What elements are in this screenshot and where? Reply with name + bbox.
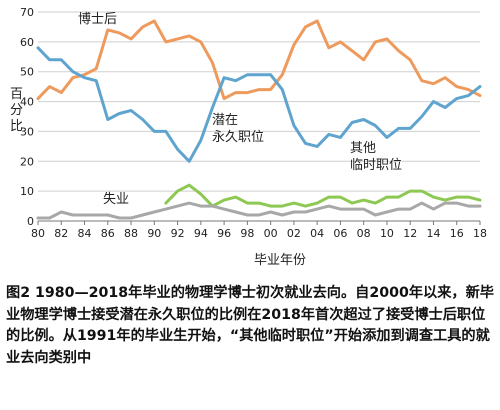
x-tick-label: 92 [171, 227, 185, 240]
x-tick-label: 08 [357, 227, 371, 240]
y-tick-label: 50 [20, 66, 34, 79]
series-line [36, 46, 482, 163]
x-tick-labels: 80 82 84 86 88 90 92 94 96 98 00 02 04 06 08 10 12 14 16 18 [31, 227, 487, 240]
x-axis-label: 毕业年份 [254, 253, 306, 268]
grid-lines [38, 11, 480, 222]
figure-caption: 图2 1980—2018年毕业的物理学博士初次就业去向。自2000年以来，新毕业… [6, 285, 494, 366]
x-tick-label: 12 [403, 227, 417, 240]
x-tick-label: 00 [264, 227, 278, 240]
x-tick-label: 88 [124, 227, 138, 240]
y-tick-label: 10 [20, 185, 34, 198]
x-tick-label: 94 [194, 227, 208, 240]
series-line [164, 183, 482, 208]
y-tick-label: 0 [27, 215, 34, 228]
series-line [36, 201, 482, 220]
x-tick-label: 84 [78, 227, 92, 240]
series-label: 博士后 [78, 12, 117, 27]
x-tick-label: 86 [101, 227, 115, 240]
x-tick-label: 82 [54, 227, 68, 240]
y-tick-label: 20 [20, 155, 34, 168]
x-tick-label: 06 [333, 227, 347, 240]
y-tick-label: 30 [20, 125, 34, 138]
series-label: 失业 [103, 192, 129, 207]
axes [37, 220, 481, 225]
x-tick-label: 96 [217, 227, 231, 240]
y-tick-label: 60 [20, 36, 34, 49]
y-tick-label: 40 [20, 96, 34, 109]
x-tick-label: 80 [31, 227, 45, 240]
x-tick-label: 02 [287, 227, 301, 240]
y-axis-label: 百分比 [10, 87, 23, 134]
x-tick-label: 98 [240, 227, 254, 240]
x-tick-label: 14 [426, 227, 440, 240]
y-tick-labels: 0 10 20 30 40 50 60 70 [20, 6, 34, 228]
series-line [36, 19, 482, 101]
x-tick-label: 04 [310, 227, 324, 240]
x-tick-label: 16 [450, 227, 464, 240]
x-tick-label: 18 [473, 227, 487, 240]
line-chart: 0 10 20 30 40 50 60 70 80 82 84 86 88 90 92 94 96 98 00 02… [10, 6, 487, 268]
x-tick-label: 10 [380, 227, 394, 240]
series-label: 潜在永久职位 [212, 113, 264, 145]
series-label: 其他临时职位 [350, 141, 402, 173]
series-lines [36, 19, 482, 220]
y-tick-label: 70 [20, 6, 34, 19]
x-tick-label: 90 [147, 227, 161, 240]
